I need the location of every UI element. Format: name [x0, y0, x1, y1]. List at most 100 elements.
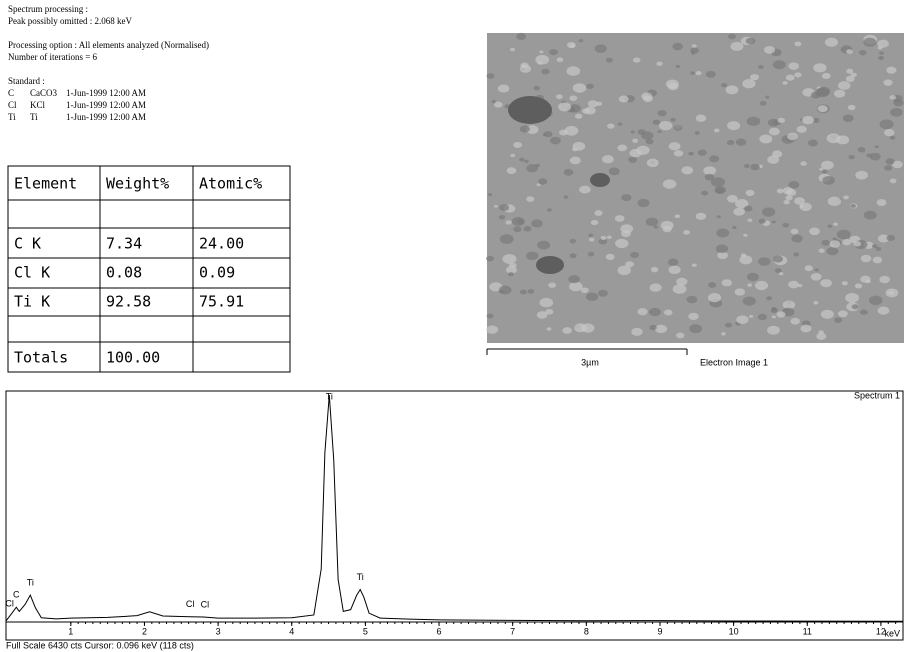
grain: [676, 65, 680, 68]
grain: [564, 169, 574, 176]
grain: [802, 116, 814, 124]
grain: [588, 252, 595, 257]
x-tick-label: 10: [729, 626, 739, 636]
grain: [696, 71, 702, 75]
grain: [649, 325, 657, 330]
grain: [788, 62, 799, 70]
grain: [513, 142, 522, 148]
grain: [641, 92, 652, 100]
grain: [526, 252, 538, 261]
grain: [619, 96, 629, 103]
grain: [758, 257, 770, 266]
grain: [846, 76, 855, 82]
grain: [825, 38, 838, 47]
grain: [574, 323, 587, 332]
grain: [661, 221, 674, 230]
grain: [510, 154, 515, 157]
grain: [696, 115, 706, 122]
grain: [750, 164, 759, 171]
grain: [598, 290, 608, 297]
grain: [853, 241, 861, 246]
grain: [834, 317, 842, 323]
grain: [498, 84, 510, 92]
grain: [676, 332, 684, 338]
grain: [558, 102, 571, 111]
grain: [828, 197, 841, 206]
table-cell: Ti K: [14, 293, 50, 311]
grain: [594, 210, 602, 216]
grain: [566, 66, 580, 76]
grain: [866, 153, 872, 157]
grain: [747, 273, 759, 281]
grain: [647, 159, 659, 167]
grain: [562, 327, 572, 334]
grain: [545, 309, 553, 315]
grain: [508, 272, 514, 276]
peak-label: Ti: [357, 572, 364, 582]
x-tick-label: 12: [876, 626, 886, 636]
grain: [516, 33, 526, 40]
grain: [617, 144, 627, 151]
grain: [510, 48, 515, 51]
grain: [809, 228, 820, 236]
grain: [609, 168, 620, 176]
grain: [864, 211, 877, 220]
grain: [788, 181, 799, 189]
header-line: Spectrum processing :: [8, 4, 88, 14]
grain: [791, 229, 799, 234]
grain: [859, 50, 867, 55]
grain: [524, 160, 529, 163]
grain: [886, 67, 896, 74]
scale-label: 3µm: [581, 357, 599, 367]
spectrum-title: Spectrum 1: [854, 390, 900, 400]
grain: [538, 178, 547, 184]
grain: [818, 248, 824, 252]
grain: [869, 296, 883, 305]
grain: [749, 315, 753, 318]
grain: [791, 235, 802, 243]
grain: [880, 119, 894, 129]
grain: [658, 110, 667, 116]
grain: [651, 267, 659, 272]
grain: [873, 257, 883, 264]
grain: [721, 332, 726, 335]
x-tick-label: 8: [584, 626, 589, 636]
grain: [860, 309, 868, 314]
grain: [721, 83, 727, 87]
grain: [767, 326, 780, 335]
grain: [548, 282, 556, 287]
grain: [822, 170, 828, 174]
grain: [637, 199, 649, 207]
grain: [733, 208, 745, 216]
grain: [666, 79, 679, 88]
grain: [736, 315, 748, 324]
standard-cell: Ti: [30, 112, 38, 122]
grain: [735, 288, 745, 295]
grain: [615, 239, 628, 248]
grain: [664, 309, 673, 315]
grain: [762, 207, 775, 216]
standard-cell: C: [8, 88, 14, 98]
grain: [549, 49, 558, 55]
grain: [540, 298, 554, 308]
grain: [673, 284, 687, 294]
x-tick-label: 9: [657, 626, 662, 636]
grain: [606, 254, 615, 260]
table-cell: 0.08: [106, 264, 142, 282]
grain: [570, 253, 577, 258]
grain: [691, 52, 695, 55]
grain: [621, 194, 631, 201]
grain: [890, 136, 896, 140]
grain: [615, 215, 625, 222]
grain: [744, 164, 750, 168]
grain: [556, 94, 563, 99]
grain: [546, 327, 551, 331]
grain: [607, 236, 612, 239]
grain: [517, 219, 524, 224]
column-header: Weight%: [106, 175, 169, 193]
grain: [519, 158, 525, 162]
table-cell: 0.09: [199, 264, 235, 282]
report: 3µm Electron Image 1 Spectrum 1 keV Full…: [0, 0, 906, 652]
grain: [632, 139, 638, 143]
grain: [776, 311, 785, 317]
